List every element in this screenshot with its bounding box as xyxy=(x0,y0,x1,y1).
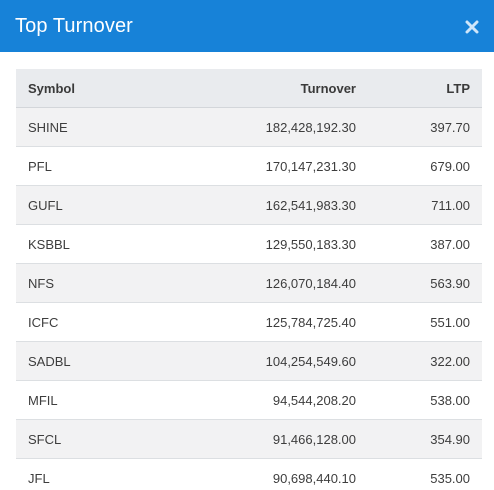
modal-title: Top Turnover xyxy=(15,14,133,37)
table-header-row: Symbol Turnover LTP xyxy=(16,69,482,108)
turnover-table-container: Symbol Turnover LTP SHINE 182,428,192.30 3… xyxy=(16,69,482,490)
cell-turnover: 129,550,183.30 xyxy=(190,224,368,264)
cell-symbol: PFL xyxy=(16,146,190,186)
table-row[interactable]: GUFL 162,541,983.30 711.00 xyxy=(16,185,482,225)
cell-ltp: 322.00 xyxy=(368,341,482,381)
cell-symbol: SADBL xyxy=(16,341,190,381)
cell-symbol: NFS xyxy=(16,263,190,303)
cell-turnover: 91,466,128.00 xyxy=(190,419,368,459)
cell-turnover: 125,784,725.40 xyxy=(190,302,368,342)
column-header-turnover[interactable]: Turnover xyxy=(190,69,368,108)
cell-symbol: GUFL xyxy=(16,185,190,225)
column-header-symbol[interactable]: Symbol xyxy=(16,69,190,108)
turnover-table: Symbol Turnover LTP SHINE 182,428,192.30 3… xyxy=(16,69,482,490)
cell-symbol: ICFC xyxy=(16,302,190,342)
column-header-ltp[interactable]: LTP xyxy=(368,69,482,108)
cell-ltp: 354.90 xyxy=(368,419,482,459)
modal-header: Top Turnover xyxy=(0,0,494,52)
close-icon xyxy=(465,20,479,33)
cell-ltp: 551.00 xyxy=(368,302,482,342)
table-row[interactable]: JFL 90,698,440.10 535.00 xyxy=(16,458,482,490)
cell-ltp: 397.70 xyxy=(368,107,482,147)
table-row[interactable]: ICFC 125,784,725.40 551.00 xyxy=(16,302,482,342)
table-row[interactable]: SFCL 91,466,128.00 354.90 xyxy=(16,419,482,459)
table-row[interactable]: NFS 126,070,184.40 563.90 xyxy=(16,263,482,303)
cell-ltp: 538.00 xyxy=(368,380,482,420)
cell-ltp: 535.00 xyxy=(368,458,482,490)
cell-turnover: 162,541,983.30 xyxy=(190,185,368,225)
cell-symbol: SHINE xyxy=(16,107,190,147)
cell-symbol: JFL xyxy=(16,458,190,490)
table-row[interactable]: PFL 170,147,231.30 679.00 xyxy=(16,146,482,186)
close-button[interactable] xyxy=(462,17,482,37)
cell-ltp: 679.00 xyxy=(368,146,482,186)
cell-symbol: MFIL xyxy=(16,380,190,420)
table-row[interactable]: SADBL 104,254,549.60 322.00 xyxy=(16,341,482,381)
table-header: Symbol Turnover LTP xyxy=(16,69,482,108)
table-body: SHINE 182,428,192.30 397.70 PFL 170,147,231.… xyxy=(16,107,482,490)
cell-ltp: 563.90 xyxy=(368,263,482,303)
table-row[interactable]: MFIL 94,544,208.20 538.00 xyxy=(16,380,482,420)
cell-turnover: 170,147,231.30 xyxy=(190,146,368,186)
table-row[interactable]: SHINE 182,428,192.30 397.70 xyxy=(16,107,482,147)
cell-ltp: 387.00 xyxy=(368,224,482,264)
cell-turnover: 94,544,208.20 xyxy=(190,380,368,420)
cell-turnover: 182,428,192.30 xyxy=(190,107,368,147)
cell-symbol: KSBBL xyxy=(16,224,190,264)
table-row[interactable]: KSBBL 129,550,183.30 387.00 xyxy=(16,224,482,264)
cell-ltp: 711.00 xyxy=(368,185,482,225)
cell-symbol: SFCL xyxy=(16,419,190,459)
cell-turnover: 126,070,184.40 xyxy=(190,263,368,303)
cell-turnover: 90,698,440.10 xyxy=(190,458,368,490)
cell-turnover: 104,254,549.60 xyxy=(190,341,368,381)
